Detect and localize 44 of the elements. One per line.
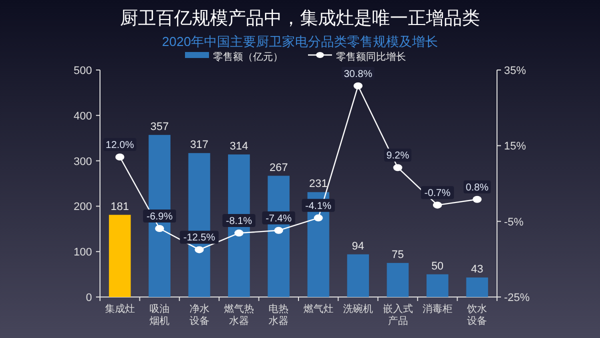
data-label: 94: [352, 240, 364, 252]
chart-title: 厨卫百亿规模产品中，集成灶是唯一正增品类: [120, 8, 480, 28]
data-label: 30.8%: [344, 68, 372, 80]
y2-tick-label: 35%: [504, 65, 526, 77]
data-label: 231: [309, 178, 328, 190]
data-label: 9.2%: [386, 150, 410, 162]
data-label: -12.5%: [183, 232, 216, 244]
y-tick-label: 200: [74, 201, 92, 214]
data-label: 357: [150, 120, 169, 133]
y-tick-label: 500: [74, 65, 92, 77]
y-tick-label: 0: [86, 292, 92, 304]
data-label: 75: [392, 248, 404, 261]
x-tick-label: 电热水器: [268, 303, 289, 327]
x-tick-label: 燃气热水器: [224, 303, 254, 327]
x-tick-label: 燃气灶: [303, 303, 334, 315]
x-tick-label: 消毒柜: [422, 303, 452, 315]
data-label: -7.4%: [266, 213, 292, 224]
data-label: -8.1%: [226, 216, 252, 228]
x-tick-label: 饮水设备: [466, 303, 488, 327]
data-label: 50: [431, 260, 444, 272]
y-tick-label: 100: [74, 246, 92, 259]
data-label: 181: [110, 200, 130, 213]
x-tick-label: 洗碗机: [343, 303, 374, 315]
data-label: 12.0%: [106, 140, 134, 152]
data-label: 43: [471, 263, 484, 276]
y2-tick-label: -25%: [504, 292, 530, 304]
y-tick-label: 300: [74, 156, 92, 168]
chart-subtitle: 2020年中国主要厨卫家电分品类零售规模及增长: [162, 34, 438, 49]
x-tick-label: 净水设备: [189, 303, 210, 327]
x-tick-label: 吸油烟机: [150, 303, 170, 327]
legend-label: 零售额同比增长: [336, 51, 406, 63]
data-label: 0.8%: [466, 182, 489, 194]
legend-label: 零售额（亿元）: [213, 51, 283, 63]
data-label: 317: [190, 139, 208, 152]
data-label: -6.9%: [146, 212, 173, 223]
y2-tick-label: 15%: [504, 140, 526, 153]
x-tick-label: 嵌入式产品: [382, 303, 413, 327]
data-label: 267: [269, 162, 288, 174]
x-tick-label: 集成灶: [104, 303, 135, 315]
data-label: 314: [230, 140, 248, 152]
y-tick-label: 400: [74, 110, 92, 122]
data-label: -0.7%: [424, 188, 451, 200]
data-label: -4.1%: [305, 200, 332, 212]
y2-tick-label: -5%: [504, 216, 524, 228]
